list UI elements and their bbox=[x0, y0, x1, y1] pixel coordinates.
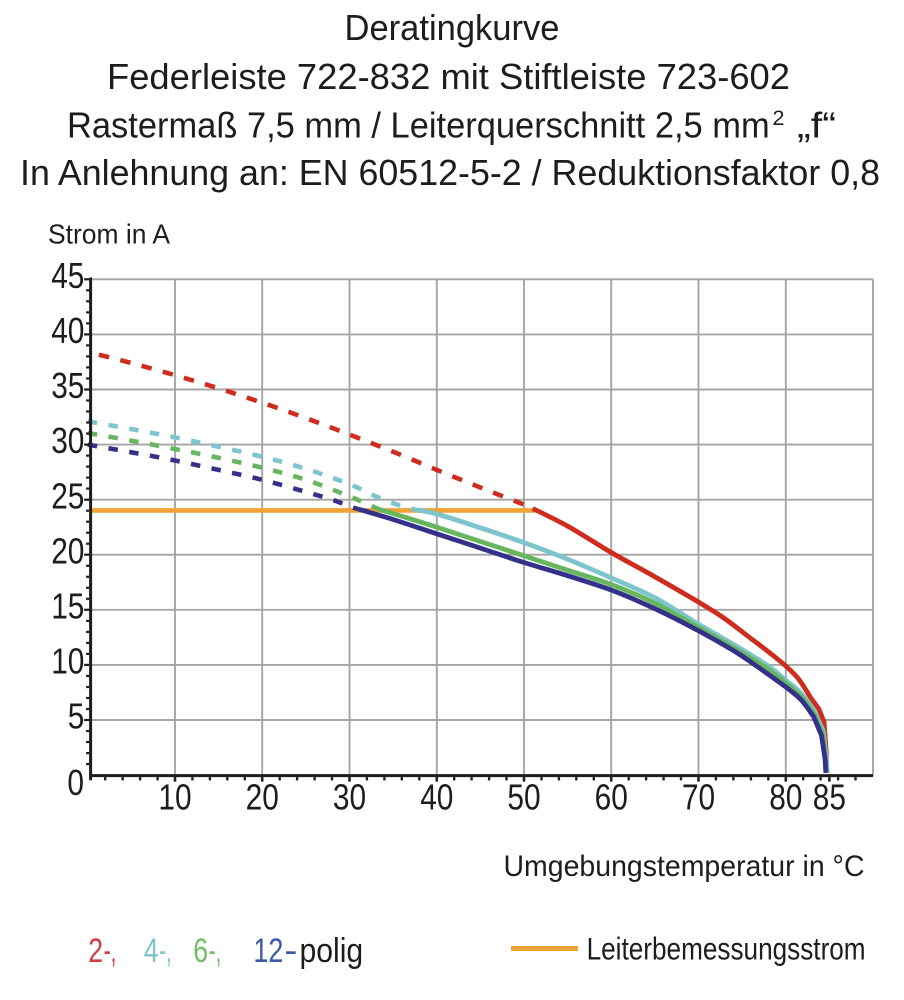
svg-text:35: 35 bbox=[51, 365, 84, 406]
svg-text:10: 10 bbox=[158, 777, 191, 818]
svg-text:30: 30 bbox=[51, 420, 84, 461]
svg-text:0: 0 bbox=[67, 762, 84, 803]
svg-text:-,: -, bbox=[209, 932, 222, 970]
svg-text:40: 40 bbox=[51, 310, 84, 351]
svg-text:Strom in A: Strom in A bbox=[48, 219, 170, 250]
svg-text:4: 4 bbox=[144, 932, 159, 970]
svg-text:2: 2 bbox=[88, 932, 103, 970]
svg-text:Umgebungstemperatur in °C: Umgebungstemperatur in °C bbox=[504, 850, 865, 883]
svg-text:Rastermaß 7,5 mm / Leiterquers: Rastermaß 7,5 mm / Leiterquerschnitt 2,5… bbox=[67, 105, 770, 146]
svg-text:5: 5 bbox=[68, 696, 85, 737]
svg-text:45: 45 bbox=[51, 255, 84, 296]
svg-text:In Anlehnung an: EN 60512-5-2: In Anlehnung an: EN 60512-5-2 / Reduktio… bbox=[20, 152, 880, 193]
svg-text:20: 20 bbox=[51, 530, 84, 571]
svg-text:30: 30 bbox=[333, 777, 366, 818]
svg-text:70: 70 bbox=[682, 777, 715, 818]
svg-text:80: 80 bbox=[769, 777, 802, 818]
svg-text:„f“: „f“ bbox=[797, 105, 836, 146]
svg-text:50: 50 bbox=[507, 777, 540, 818]
svg-text:40: 40 bbox=[420, 777, 453, 818]
svg-text:-,: -, bbox=[159, 932, 172, 970]
svg-text:2: 2 bbox=[773, 106, 785, 130]
svg-text:-: - bbox=[284, 932, 297, 970]
svg-text:60: 60 bbox=[595, 777, 628, 818]
svg-text:6: 6 bbox=[193, 932, 208, 970]
svg-text:85: 85 bbox=[813, 777, 846, 818]
svg-text:Leiterbemessungsstrom: Leiterbemessungsstrom bbox=[587, 931, 866, 967]
svg-text:Federleiste 722-832 mit Stiftl: Federleiste 722-832 mit Stiftleiste 723-… bbox=[107, 56, 790, 97]
svg-text:20: 20 bbox=[246, 777, 279, 818]
svg-text:25: 25 bbox=[51, 475, 84, 516]
svg-text:polig: polig bbox=[300, 932, 364, 970]
svg-text:Deratingkurve: Deratingkurve bbox=[345, 7, 560, 48]
svg-text:-,: -, bbox=[104, 932, 117, 970]
svg-text:10: 10 bbox=[51, 641, 84, 682]
svg-text:12: 12 bbox=[253, 932, 283, 970]
svg-text:15: 15 bbox=[51, 585, 84, 626]
